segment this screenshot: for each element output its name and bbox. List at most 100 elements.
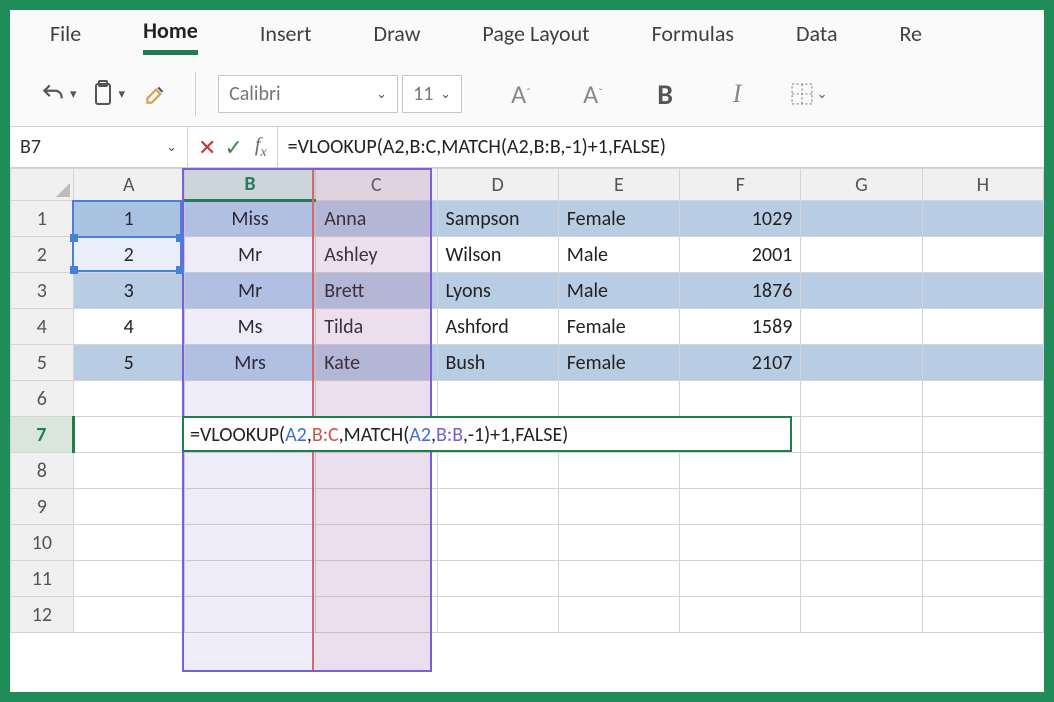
- cell[interactable]: [922, 525, 1043, 561]
- cell[interactable]: [437, 381, 558, 417]
- col-header-d[interactable]: D: [437, 169, 558, 201]
- cell[interactable]: Tilda: [316, 309, 437, 345]
- cell[interactable]: [922, 417, 1043, 453]
- cell[interactable]: 2001: [680, 237, 801, 273]
- cell[interactable]: [801, 525, 922, 561]
- tab-insert[interactable]: Insert: [260, 20, 312, 53]
- cell[interactable]: [316, 489, 437, 525]
- cell[interactable]: [922, 381, 1043, 417]
- cell[interactable]: [316, 453, 437, 489]
- cell[interactable]: [316, 597, 437, 633]
- tab-draw[interactable]: Draw: [374, 20, 421, 53]
- paste-button[interactable]: ▾: [91, 77, 126, 111]
- cell[interactable]: [922, 237, 1043, 273]
- cell[interactable]: [73, 525, 184, 561]
- cell[interactable]: [922, 345, 1043, 381]
- cell[interactable]: Lyons: [437, 273, 558, 309]
- cell[interactable]: Miss: [184, 201, 315, 237]
- row-header[interactable]: 5: [11, 345, 74, 381]
- cell[interactable]: [680, 561, 801, 597]
- bold-button[interactable]: B: [644, 75, 686, 113]
- row-header[interactable]: 12: [11, 597, 74, 633]
- cell[interactable]: Male: [558, 237, 679, 273]
- select-all-corner[interactable]: [11, 169, 74, 201]
- cell[interactable]: Wilson: [437, 237, 558, 273]
- cell[interactable]: [316, 525, 437, 561]
- cancel-formula-button[interactable]: ✕: [198, 134, 216, 161]
- cell[interactable]: [801, 201, 922, 237]
- cell[interactable]: [558, 597, 679, 633]
- cell[interactable]: [922, 201, 1043, 237]
- cell[interactable]: Brett: [316, 273, 437, 309]
- cell[interactable]: [558, 417, 679, 453]
- font-size-select[interactable]: 11 ⌄: [402, 75, 462, 113]
- cell[interactable]: [184, 453, 315, 489]
- cell[interactable]: [316, 381, 437, 417]
- cell[interactable]: [437, 417, 558, 453]
- format-painter-button[interactable]: [139, 77, 173, 111]
- row-header[interactable]: 2: [11, 237, 74, 273]
- cell[interactable]: 1029: [680, 201, 801, 237]
- cell[interactable]: [801, 381, 922, 417]
- row-header[interactable]: 7: [11, 417, 74, 453]
- cell[interactable]: [558, 561, 679, 597]
- cell[interactable]: [73, 417, 184, 453]
- tab-file[interactable]: File: [50, 20, 81, 53]
- cell[interactable]: 2: [73, 237, 184, 273]
- cell[interactable]: [922, 489, 1043, 525]
- cell[interactable]: [922, 561, 1043, 597]
- cell[interactable]: [922, 309, 1043, 345]
- cell[interactable]: 1876: [680, 273, 801, 309]
- col-header-e[interactable]: E: [558, 169, 679, 201]
- cell[interactable]: [922, 273, 1043, 309]
- cell[interactable]: [184, 381, 315, 417]
- cell[interactable]: Ms: [184, 309, 315, 345]
- cell[interactable]: [437, 561, 558, 597]
- cell[interactable]: [801, 597, 922, 633]
- tab-data[interactable]: Data: [796, 20, 838, 53]
- row-header[interactable]: 4: [11, 309, 74, 345]
- cell[interactable]: [922, 453, 1043, 489]
- cell[interactable]: Sampson: [437, 201, 558, 237]
- fx-icon[interactable]: fx: [255, 134, 267, 161]
- tab-page-layout[interactable]: Page Layout: [482, 20, 589, 53]
- cell[interactable]: [437, 453, 558, 489]
- row-header[interactable]: 10: [11, 525, 74, 561]
- undo-button[interactable]: ▾: [40, 77, 77, 111]
- cell[interactable]: [437, 525, 558, 561]
- cell[interactable]: [680, 417, 801, 453]
- cell[interactable]: [680, 597, 801, 633]
- row-header[interactable]: 3: [11, 273, 74, 309]
- cell[interactable]: [680, 453, 801, 489]
- cell[interactable]: Ashford: [437, 309, 558, 345]
- cell[interactable]: Bush: [437, 345, 558, 381]
- grid[interactable]: A B C D E F G H 11MissAnnaSampsonFemale1…: [10, 168, 1044, 633]
- cell[interactable]: [184, 525, 315, 561]
- cell[interactable]: Female: [558, 345, 679, 381]
- tab-formulas[interactable]: Formulas: [652, 20, 734, 53]
- col-header-b[interactable]: B: [184, 169, 315, 201]
- cell[interactable]: 1589: [680, 309, 801, 345]
- cell[interactable]: [184, 489, 315, 525]
- cell[interactable]: Female: [558, 309, 679, 345]
- col-header-c[interactable]: C: [316, 169, 437, 201]
- cell[interactable]: 5: [73, 345, 184, 381]
- borders-button[interactable]: ⌄: [788, 75, 830, 113]
- cell[interactable]: Anna: [316, 201, 437, 237]
- cell[interactable]: [680, 381, 801, 417]
- cell[interactable]: [316, 417, 437, 453]
- cell[interactable]: [801, 345, 922, 381]
- col-header-a[interactable]: A: [73, 169, 184, 201]
- col-header-f[interactable]: F: [680, 169, 801, 201]
- cell[interactable]: [73, 381, 184, 417]
- cell[interactable]: 3: [73, 273, 184, 309]
- decrease-font-button[interactable]: Aˇ: [572, 75, 614, 113]
- cell[interactable]: [801, 561, 922, 597]
- cell[interactable]: [558, 381, 679, 417]
- cell[interactable]: [922, 597, 1043, 633]
- cell[interactable]: Male: [558, 273, 679, 309]
- cell[interactable]: [558, 453, 679, 489]
- italic-button[interactable]: I: [716, 75, 758, 113]
- cell[interactable]: [73, 561, 184, 597]
- cell[interactable]: 2107: [680, 345, 801, 381]
